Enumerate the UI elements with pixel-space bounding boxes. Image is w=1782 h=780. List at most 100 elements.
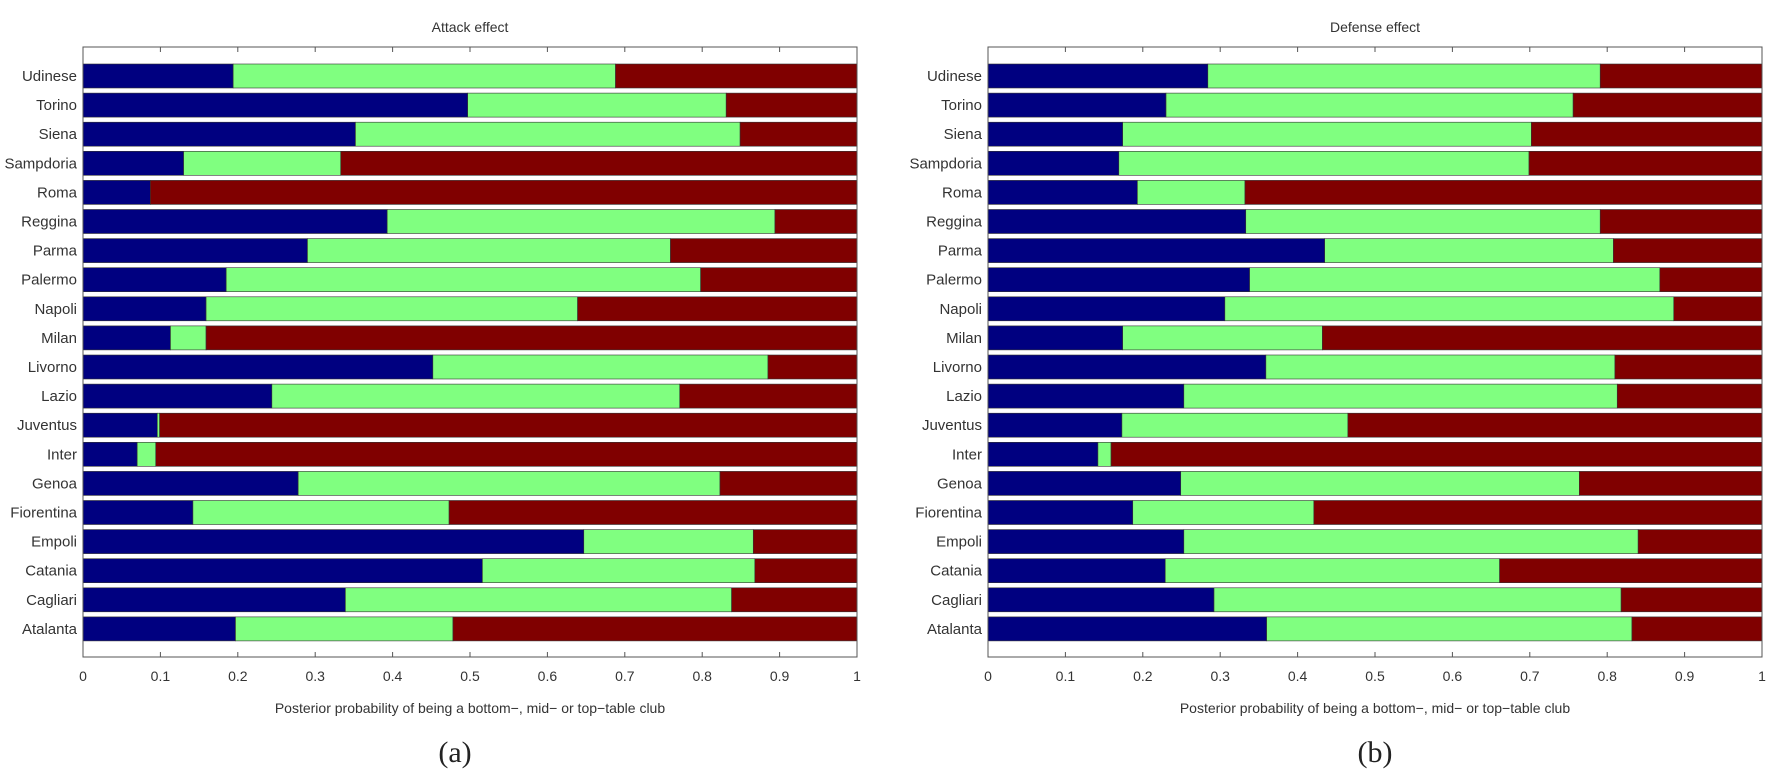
bar-bottom-table-siena bbox=[82, 121, 356, 147]
category-label: Milan bbox=[946, 330, 982, 347]
bar-bottom-table-catania bbox=[82, 558, 483, 584]
bar-top-table-napoli bbox=[577, 296, 858, 322]
bar-mid-table-napoli bbox=[1224, 296, 1675, 322]
bar-mid-table-juventus bbox=[1121, 412, 1349, 438]
bar-bottom-table-torino bbox=[987, 92, 1167, 118]
panel-caption: (a) bbox=[438, 736, 471, 769]
bar-top-table-reggina bbox=[774, 209, 858, 234]
bar-bottom-table-parma bbox=[82, 238, 308, 263]
x-axis-label: Posterior probability of being a bottom−… bbox=[275, 700, 665, 716]
category-label: Siena bbox=[944, 126, 983, 143]
x-tick-label: 0 bbox=[79, 668, 87, 684]
bar-bottom-table-udinese bbox=[987, 63, 1209, 89]
category-label: Fiorentina bbox=[915, 505, 982, 522]
bar-mid-table-torino bbox=[1165, 92, 1574, 118]
bar-top-table-lazio bbox=[1616, 383, 1763, 409]
x-tick-label: 0.6 bbox=[538, 668, 558, 684]
bar-mid-table-torino bbox=[467, 92, 727, 118]
x-tick-label: 0.5 bbox=[1365, 668, 1385, 684]
bar-mid-table-genoa bbox=[297, 471, 721, 496]
bar-top-table-reggina bbox=[1599, 209, 1763, 234]
bar-top-table-palermo bbox=[1659, 267, 1763, 293]
bar-bottom-table-sampdoria bbox=[82, 151, 184, 176]
bar-bottom-table-genoa bbox=[987, 471, 1182, 496]
bar-bottom-table-fiorentina bbox=[82, 500, 194, 525]
bar-bottom-table-livorno bbox=[82, 354, 434, 380]
x-tick-label: 0.2 bbox=[228, 668, 248, 684]
x-tick-label: 0 bbox=[984, 668, 992, 684]
bar-top-table-empoli bbox=[752, 529, 858, 554]
bar-top-table-fiorentina bbox=[1313, 500, 1763, 525]
category-label: Cagliari bbox=[26, 592, 77, 609]
bar-bottom-table-atalanta bbox=[987, 616, 1267, 642]
bar-bottom-table-milan bbox=[987, 325, 1123, 351]
bar-bottom-table-napoli bbox=[82, 296, 207, 322]
bar-mid-table-milan bbox=[1122, 325, 1323, 351]
x-tick-label: 0.8 bbox=[692, 668, 712, 684]
bar-top-table-udinese bbox=[1599, 63, 1763, 89]
x-tick-label: 0.1 bbox=[1056, 668, 1076, 684]
bar-mid-table-palermo bbox=[1249, 267, 1661, 293]
x-ticks: 0 0.1 0.2 0.3 0.4 0.5 0.6 0.7 0.8 0.9 1 bbox=[79, 47, 861, 684]
bar-bottom-table-juventus bbox=[82, 412, 158, 438]
bar-top-table-roma bbox=[1244, 180, 1763, 205]
bar-mid-table-catania bbox=[1164, 558, 1500, 584]
x-ticks: 0 0.1 0.2 0.3 0.4 0.5 0.6 0.7 0.8 0.9 1 bbox=[984, 47, 1766, 684]
bar-top-table-napoli bbox=[1673, 296, 1763, 322]
bar-top-table-catania bbox=[1499, 558, 1763, 584]
category-label: Napoli bbox=[939, 301, 982, 318]
bar-bottom-table-catania bbox=[987, 558, 1166, 584]
x-tick-label: 0.9 bbox=[1675, 668, 1695, 684]
x-tick-label: 1 bbox=[1758, 668, 1766, 684]
bar-mid-table-reggina bbox=[1245, 209, 1601, 234]
panel-caption: (b) bbox=[1358, 736, 1393, 769]
category-label: Roma bbox=[37, 184, 78, 201]
bars-group bbox=[987, 63, 1763, 642]
bar-top-table-parma bbox=[1613, 238, 1763, 263]
bar-top-table-palermo bbox=[700, 267, 858, 293]
bar-bottom-table-inter bbox=[987, 441, 1099, 467]
bar-bottom-table-palermo bbox=[82, 267, 227, 293]
bar-mid-table-palermo bbox=[225, 267, 701, 293]
bar-bottom-table-fiorentina bbox=[987, 500, 1134, 525]
bar-bottom-table-sampdoria bbox=[987, 151, 1120, 176]
x-tick-label: 0.9 bbox=[770, 668, 790, 684]
bar-mid-table-atalanta bbox=[1266, 616, 1633, 642]
bar-top-table-inter bbox=[1110, 441, 1763, 467]
bar-top-table-livorno bbox=[1614, 354, 1763, 380]
category-label: Genoa bbox=[937, 475, 983, 492]
bar-mid-table-livorno bbox=[432, 354, 769, 380]
x-tick-label: 0.2 bbox=[1133, 668, 1153, 684]
x-tick-label: 0.8 bbox=[1597, 668, 1617, 684]
bar-mid-table-udinese bbox=[1207, 63, 1601, 89]
bar-mid-table-inter bbox=[1097, 441, 1112, 467]
bar-mid-table-sampdoria bbox=[1118, 151, 1530, 176]
x-tick-label: 0.7 bbox=[615, 668, 635, 684]
bar-top-table-milan bbox=[1322, 325, 1763, 351]
bar-mid-table-siena bbox=[355, 121, 741, 147]
category-label: Palermo bbox=[21, 272, 77, 289]
category-label: Udinese bbox=[22, 68, 77, 85]
bar-mid-table-parma bbox=[307, 238, 671, 263]
bar-mid-table-roma bbox=[1137, 180, 1246, 205]
x-tick-label: 0.7 bbox=[1520, 668, 1540, 684]
bar-mid-table-milan bbox=[170, 325, 207, 351]
bar-top-table-atalanta bbox=[1631, 616, 1763, 642]
x-tick-label: 0.3 bbox=[305, 668, 325, 684]
category-label: Catania bbox=[930, 563, 982, 580]
bar-top-table-sampdoria bbox=[1528, 151, 1763, 176]
bar-bottom-table-napoli bbox=[987, 296, 1226, 322]
bar-top-table-milan bbox=[205, 325, 858, 351]
bar-bottom-table-cagliari bbox=[82, 587, 346, 613]
y-category-labels: Udinese Torino Siena Sampdoria Roma Reggina Pa… bbox=[909, 68, 982, 638]
category-label: Reggina bbox=[926, 214, 983, 231]
bar-bottom-table-cagliari bbox=[987, 587, 1215, 613]
category-label: Torino bbox=[941, 97, 982, 114]
category-label: Empoli bbox=[31, 534, 77, 551]
bar-top-table-siena bbox=[1531, 121, 1763, 147]
bar-mid-table-lazio bbox=[1183, 383, 1618, 409]
category-label: Catania bbox=[25, 563, 77, 580]
category-label: Inter bbox=[952, 446, 982, 463]
x-tick-label: 0.3 bbox=[1210, 668, 1230, 684]
bar-top-table-cagliari bbox=[731, 587, 858, 613]
